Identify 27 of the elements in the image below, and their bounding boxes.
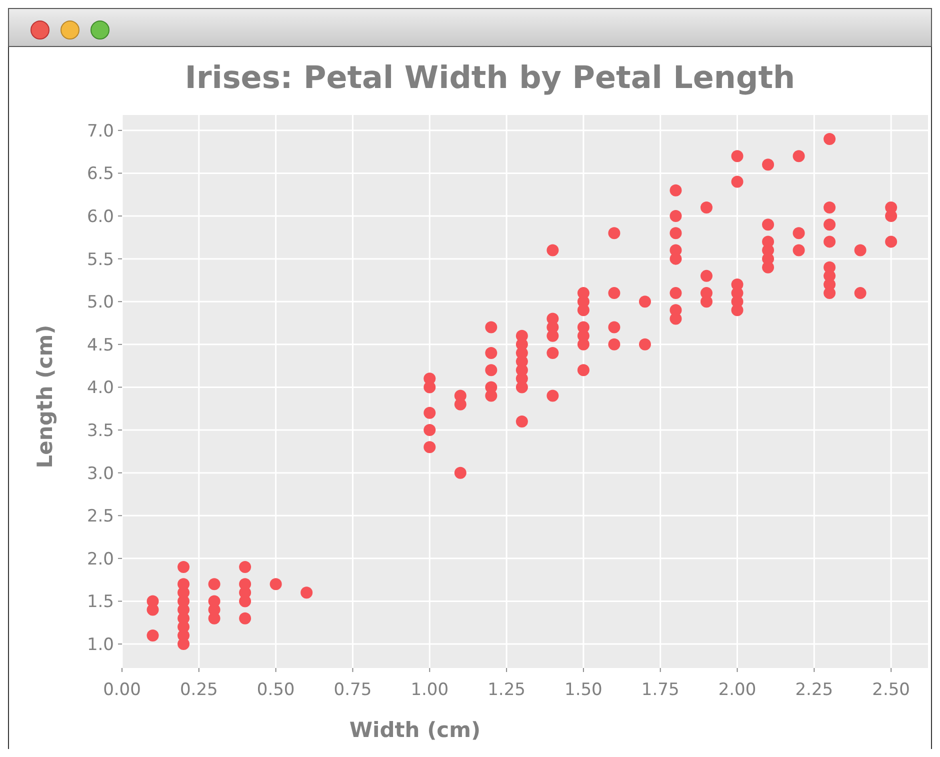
y-tick-label: 6.5: [86, 164, 114, 184]
x-tick-label: 2.50: [872, 680, 910, 700]
x-tick-label: 0.75: [334, 680, 372, 700]
x-tick-label: 1.50: [564, 680, 602, 700]
y-tick-label: 4.5: [86, 335, 114, 356]
y-tick-label: 5.5: [86, 250, 114, 270]
y-tick-label: 1.5: [86, 592, 114, 612]
x-axis-title: Width (cm): [349, 718, 481, 742]
y-tick-label: 7.0: [86, 121, 114, 142]
y-tick-label: 2.0: [86, 549, 114, 570]
x-tick-label: 2.25: [795, 680, 834, 700]
y-tick-label: 3.5: [86, 421, 114, 442]
x-tick-label: 2.00: [718, 680, 756, 700]
x-tick-label: 1.25: [488, 680, 526, 700]
x-tick-label: 0.00: [103, 680, 141, 700]
y-tick-label: 4.0: [86, 378, 114, 398]
y-tick-label: 6.0: [86, 207, 114, 228]
y-tick-label: 2.5: [86, 506, 114, 527]
x-tick-label: 1.75: [641, 680, 680, 700]
y-axis-title: Length (cm): [33, 324, 57, 468]
x-tick-label: 1.00: [410, 680, 449, 700]
x-tick-label: 0.25: [180, 680, 218, 700]
y-tick-label: 5.0: [86, 292, 114, 313]
x-tick-label: 0.50: [256, 680, 295, 700]
y-tick-label: 3.0: [86, 464, 114, 484]
chart-title: Irises: Petal Width by Petal Length: [184, 60, 796, 96]
y-tick-label: 1.0: [86, 635, 114, 656]
